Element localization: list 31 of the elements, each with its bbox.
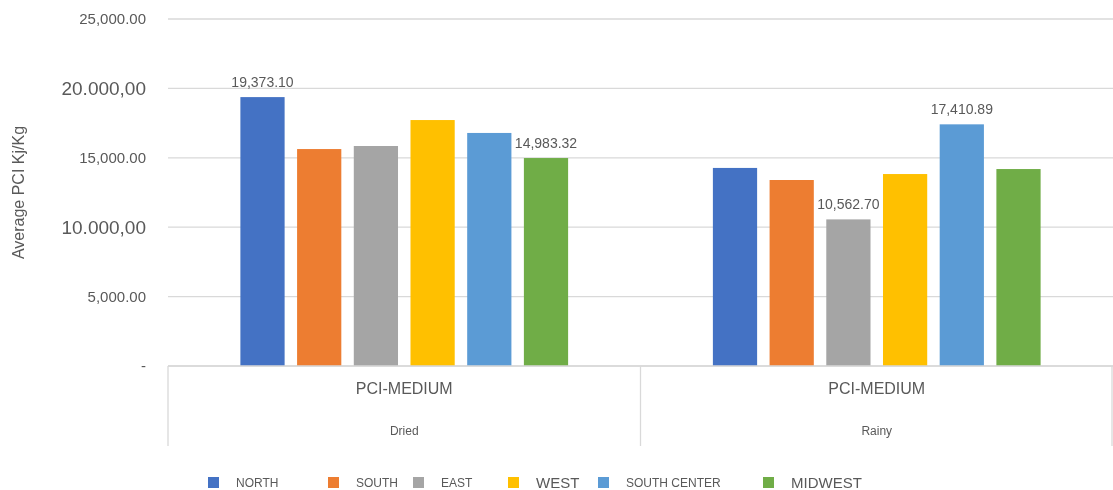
bar bbox=[769, 180, 814, 366]
y-axis-title: Average PCI Kj/Kg bbox=[10, 125, 27, 260]
legend-label: SOUTH CENTER bbox=[626, 476, 721, 490]
bar bbox=[523, 158, 569, 366]
data-label: 14,983.32 bbox=[514, 135, 578, 152]
bar bbox=[240, 97, 285, 366]
y-tick-label: 5,000.00 bbox=[87, 287, 146, 305]
bar bbox=[410, 120, 455, 366]
y-tick-label: 10.000,00 bbox=[61, 216, 146, 238]
bar bbox=[996, 169, 1041, 366]
data-label: 10,562.70 bbox=[817, 196, 880, 213]
legend-label: SOUTH bbox=[356, 476, 398, 490]
y-tick-label: 15,000.00 bbox=[79, 149, 146, 167]
legend-label: WEST bbox=[536, 474, 580, 490]
bar bbox=[939, 124, 984, 366]
legend-label: NORTH bbox=[236, 476, 279, 490]
y-tick-label: 25,000.00 bbox=[79, 10, 146, 28]
legend-label: MIDWEST bbox=[791, 474, 862, 490]
data-label: 19,373.10 bbox=[231, 74, 294, 91]
category-label: PCI-MEDIUM Dried bbox=[355, 380, 453, 438]
y-tick-label: 20.000,00 bbox=[61, 78, 146, 100]
bar bbox=[712, 167, 758, 366]
bar bbox=[467, 132, 512, 366]
bar bbox=[826, 219, 871, 366]
category-label: PCI-MEDIUM Rainy bbox=[828, 380, 926, 438]
bar bbox=[297, 149, 342, 366]
bar bbox=[353, 146, 399, 366]
legend-label: EAST bbox=[441, 476, 474, 490]
bar bbox=[882, 174, 928, 366]
data-label: 17,410.89 bbox=[930, 101, 994, 118]
y-tick-label: - bbox=[141, 357, 146, 375]
